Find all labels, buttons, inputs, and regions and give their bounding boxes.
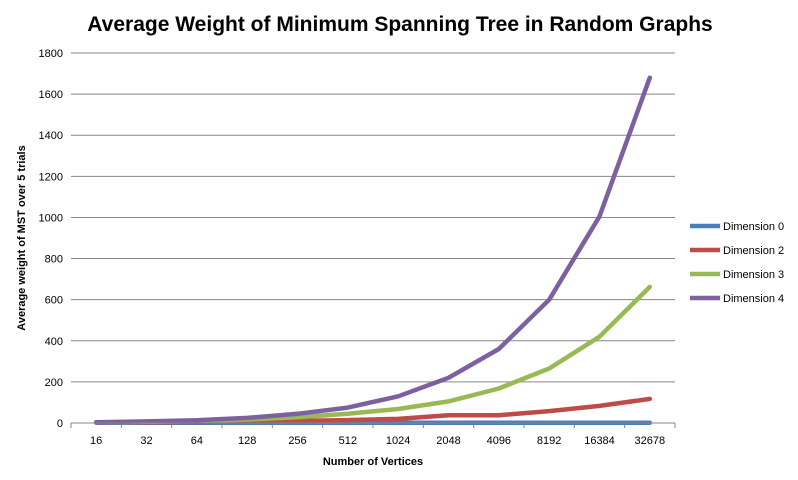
y-tick-label: 200 <box>45 377 63 389</box>
x-tick-label: 32678 <box>635 435 666 447</box>
x-axis-label: Number of Vertices <box>323 456 423 468</box>
y-axis-label: Average weight of MST over 5 trials <box>16 145 28 330</box>
x-tick-label: 4096 <box>487 435 511 447</box>
y-tick-label: 1200 <box>39 171 63 183</box>
y-tick-label: 1400 <box>39 130 63 142</box>
y-tick-label: 0 <box>57 418 63 430</box>
series-line <box>93 75 653 425</box>
x-tick-label: 16 <box>90 435 102 447</box>
x-tick-label: 512 <box>339 435 357 447</box>
y-tick-label: 800 <box>45 254 63 266</box>
chart-title: Average Weight of Minimum Spanning Tree … <box>87 13 712 36</box>
x-tick-label: 64 <box>191 435 203 447</box>
x-tick-label: 256 <box>288 435 306 447</box>
y-tick-label: 1000 <box>39 212 63 224</box>
x-axis-ticks: 16 32 64 128 256 512 1024 2048 4096 8192 16384 3267… <box>70 423 676 447</box>
legend-label: Dimension 2 <box>723 245 784 257</box>
legend-label: Dimension 3 <box>723 269 784 281</box>
legend-label: Dimension 4 <box>723 293 784 305</box>
x-tick-label: 2048 <box>436 435 460 447</box>
x-tick-label: 8192 <box>537 435 561 447</box>
y-tick-label: 600 <box>45 295 63 307</box>
legend: Dimension 0 Dimension 2 Dimension 3 Dimensi… <box>690 221 784 305</box>
gridlines <box>71 52 675 383</box>
legend-label: Dimension 0 <box>723 221 784 233</box>
y-axis-ticks: 0 200 400 600 800 1000 1200 1400 1600 1800 <box>39 48 63 430</box>
y-tick-label: 1800 <box>39 48 63 60</box>
series-lines <box>93 75 653 426</box>
x-tick-label: 16384 <box>584 435 615 447</box>
y-tick-label: 400 <box>45 336 63 348</box>
y-tick-label: 1600 <box>39 89 63 101</box>
x-tick-label: 1024 <box>386 435 410 447</box>
x-tick-label: 32 <box>140 435 152 447</box>
x-tick-label: 128 <box>238 435 256 447</box>
